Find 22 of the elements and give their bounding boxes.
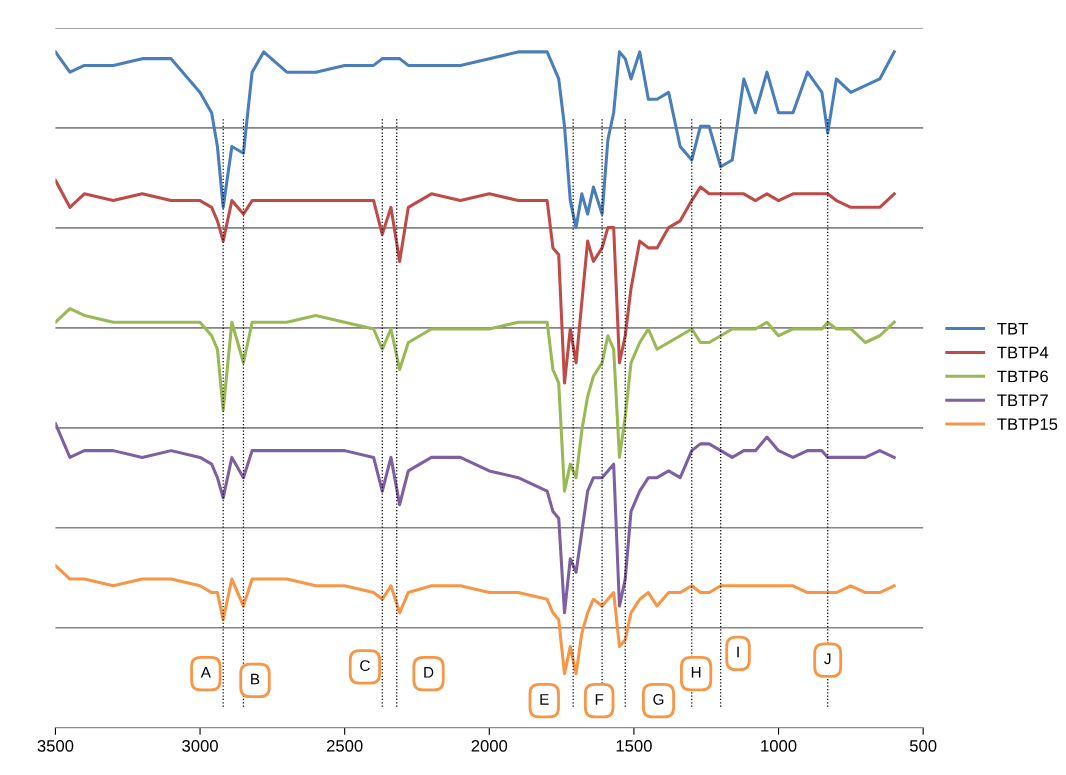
x-tick-label: 500 (909, 739, 937, 752)
x-tick-label: 2000 (471, 739, 508, 752)
annotation: F (595, 694, 604, 705)
x-tick-label: 3500 (37, 739, 74, 752)
legend-label: TBTP15 (997, 418, 1058, 431)
annotation: I (737, 646, 739, 658)
x-tick-label: 1000 (761, 739, 797, 752)
annotation: C (360, 660, 370, 671)
annotation: D (424, 667, 434, 678)
x-tick-label: 1500 (616, 739, 652, 752)
legend-label: TBTP4 (997, 346, 1049, 359)
annotation: A (200, 667, 211, 678)
x-tick-label: 3000 (182, 739, 218, 752)
annotation: B (251, 673, 260, 685)
legend-label: TBTP6 (997, 370, 1048, 383)
legend-label: TBTP7 (997, 394, 1048, 406)
legend-label: TBT (997, 322, 1028, 335)
annotation: G (653, 693, 664, 705)
annotation: H (691, 667, 701, 678)
annotation: E (540, 694, 549, 705)
x-tick-label: 2500 (326, 739, 363, 752)
annotation: J (824, 653, 831, 665)
